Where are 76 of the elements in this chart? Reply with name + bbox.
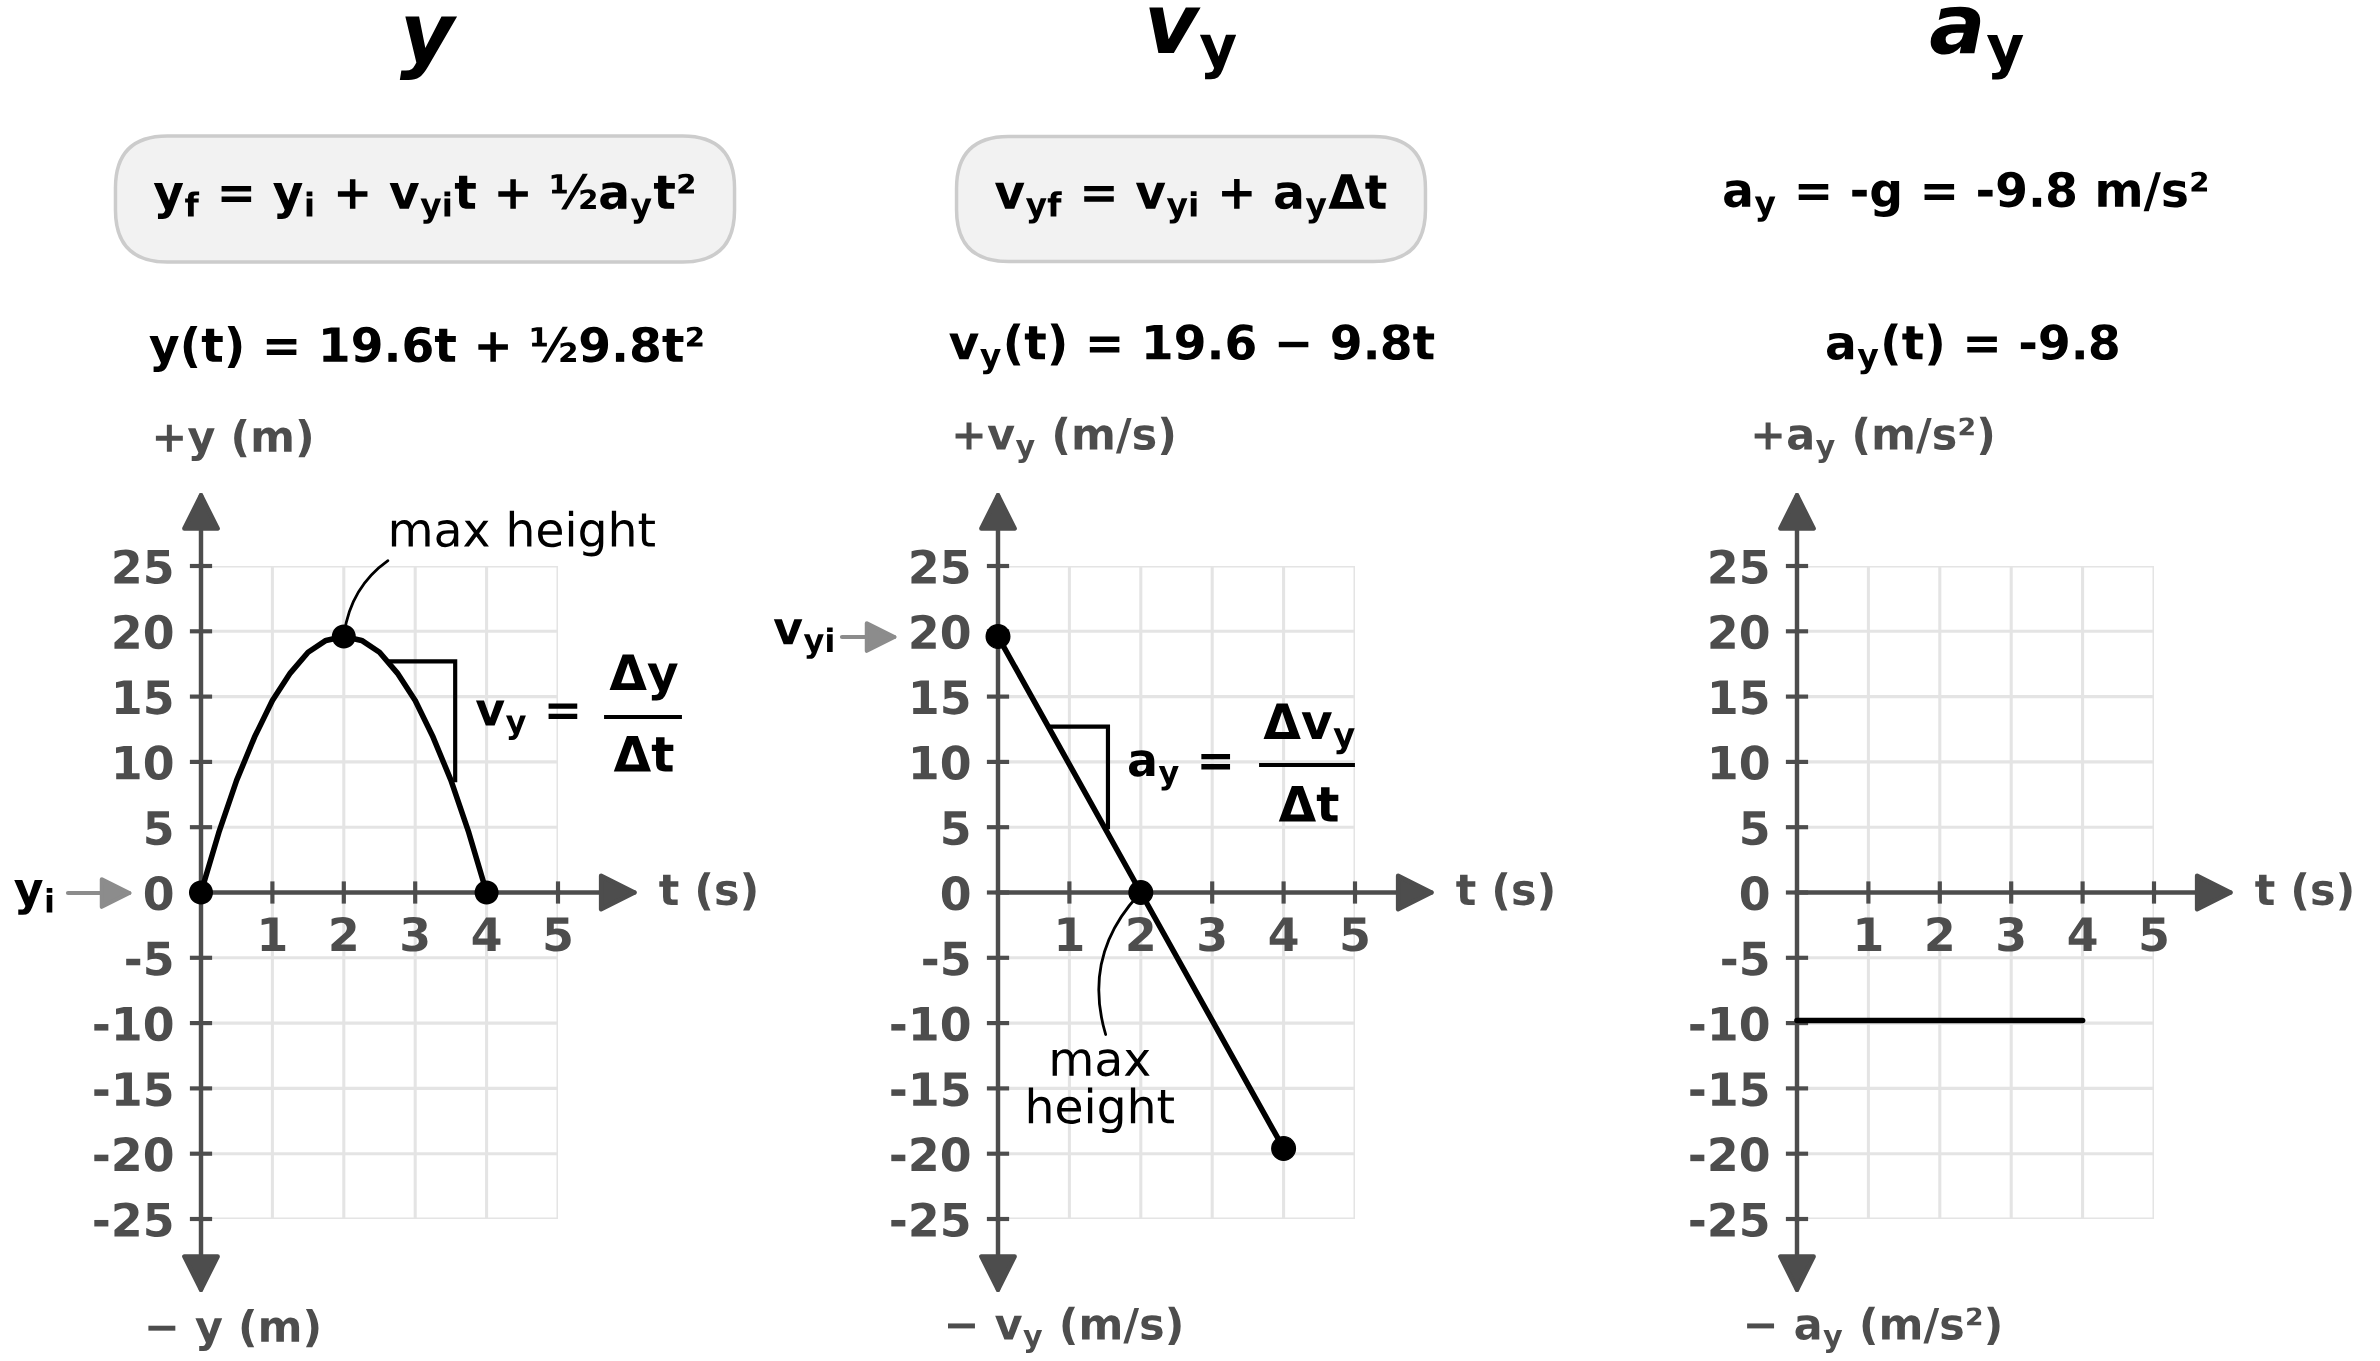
x-tick-label: 4 — [472, 917, 501, 951]
y-tick-label: 15 — [116, 680, 172, 715]
y-tick-label: 20 — [1710, 614, 1769, 650]
text: v$_{y}$(t) = 19.6 − 9.8t — [949, 323, 1435, 375]
text: y(t) = 19.6t + ½9.8t² — [149, 325, 703, 373]
y-tick-label: 0 — [941, 875, 970, 911]
x-tick-label: 2 — [331, 916, 356, 951]
chart-title: a$_{y}$ — [1930, 6, 2024, 80]
y-tick-label: -25 — [94, 1202, 172, 1238]
y-tick-label: 20 — [114, 614, 173, 650]
annotation: max height — [391, 510, 655, 557]
y-tick-label: -10 — [1690, 1006, 1769, 1042]
y-tick-label: 25 — [114, 549, 172, 585]
y-tick-label: 25 — [1710, 549, 1768, 585]
y-axis-title: +a$_{y}$ (m/s²) — [1754, 416, 1993, 463]
x-axis-title: t (s) — [659, 872, 756, 911]
y-tick-label: 25 — [911, 549, 969, 585]
text: a$_{y}$(t) = -9.8 — [1826, 323, 2118, 375]
x-tick-label: 1 — [261, 917, 286, 951]
x-axis-title: t (s) — [1456, 872, 1553, 911]
chart-subtitle: a$_{y}$ = -g = -9.8 m/s² — [1724, 171, 2208, 222]
y-tick-label: -5 — [1722, 941, 1768, 976]
annotation: Δv$_{y}$ — [1263, 703, 1355, 755]
y-tick-label: -5 — [126, 941, 172, 976]
x-tick-label: 5 — [2141, 917, 2167, 952]
y-tick-label: 10 — [116, 745, 173, 780]
text: y$_{f}$ = y$_{i}$ + v$_{yi}$t + ½a$_{y}$t² — [153, 173, 694, 224]
chart-title: y — [399, 16, 458, 80]
text: − a$_{y}$ (m/s²) — [1747, 1306, 2000, 1353]
y-tick-label: 0 — [144, 875, 173, 911]
x-tick-label: 4 — [1269, 917, 1298, 951]
annotation: max height — [1028, 1049, 1174, 1134]
y-tick-label: -10 — [891, 1006, 970, 1042]
y-tick-label: 10 — [913, 745, 970, 780]
y-tick-label: -20 — [891, 1137, 970, 1172]
text: y$_{i}$ — [14, 879, 53, 915]
y-tick-label: 5 — [943, 811, 969, 846]
x-axis-title: t (s) — [2255, 872, 2352, 911]
annotation: a$_{y}$ = — [1128, 750, 1231, 791]
x-tick-label: 2 — [1927, 916, 1952, 951]
text: v$_{yi}$ — [773, 619, 833, 659]
y-tick-label: -20 — [1690, 1137, 1769, 1172]
y-tick-label: -15 — [891, 1072, 969, 1107]
y-axis-title: +y (m) — [155, 419, 311, 461]
y-tick-label: -20 — [94, 1137, 173, 1172]
x-tick-label: 5 — [1342, 917, 1368, 952]
x-tick-label: 1 — [1058, 917, 1083, 951]
chart-subtitle: v$_{yf}$ = v$_{yi}$ + a$_{y}$Δt — [995, 174, 1387, 224]
text: Δy — [609, 654, 678, 701]
y-tick-label: 20 — [911, 614, 970, 650]
y-tick-label: 5 — [1742, 811, 1768, 846]
y-tick-label: 5 — [146, 811, 172, 846]
text: Δt — [613, 735, 674, 772]
y-tick-label: 10 — [1712, 745, 1769, 780]
y-tick-label: -5 — [923, 941, 969, 976]
y-tick-label: -15 — [1690, 1072, 1768, 1107]
x-tick-label: 1 — [1857, 917, 1882, 951]
text: − v$_{y}$ (m/s) — [948, 1306, 1181, 1353]
y-tick-label: 15 — [913, 680, 969, 715]
y-tick-label: 0 — [1740, 875, 1769, 911]
y-tick-label: -25 — [891, 1202, 969, 1238]
chart-title: v$_{y}$ — [1149, 7, 1237, 80]
y-tick-label: -15 — [94, 1072, 172, 1107]
text: − y (m) — [148, 1309, 319, 1351]
annotation: Δt — [1278, 785, 1339, 822]
y-tick-label: -25 — [1690, 1202, 1768, 1238]
annotation: v$_{y}$ = — [475, 700, 578, 740]
x-tick-label: 2 — [1128, 916, 1153, 951]
x-tick-label: 3 — [1199, 916, 1225, 952]
y-tick-label: -10 — [94, 1006, 173, 1042]
x-tick-label: 5 — [545, 917, 571, 952]
x-tick-label: 3 — [402, 916, 428, 952]
y-axis-title: +v$_{y}$ (m/s) — [955, 416, 1174, 463]
x-tick-label: 4 — [2068, 917, 2097, 951]
x-tick-label: 3 — [1998, 916, 2024, 952]
y-tick-label: 15 — [1712, 680, 1768, 715]
